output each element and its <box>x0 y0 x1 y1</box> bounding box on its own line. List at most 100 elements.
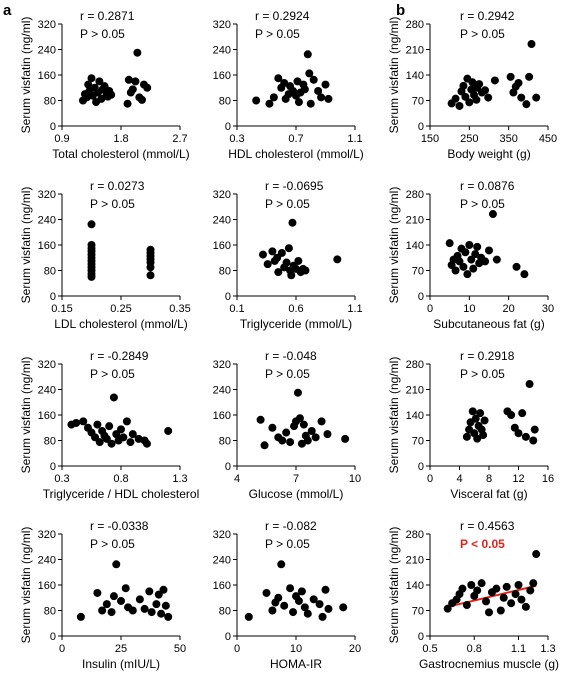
data-point <box>527 40 536 49</box>
y-tick-label: 160 <box>38 580 56 592</box>
x-tick-label: 4 <box>234 473 240 485</box>
data-point <box>472 95 481 104</box>
x-tick-label: 250 <box>460 133 478 145</box>
data-point <box>492 584 501 593</box>
y-axis-label: Serum visfatin (ng/ml) <box>387 357 401 474</box>
data-point <box>124 75 133 84</box>
x-axis-label: Glucose (mmol/L) <box>249 487 344 501</box>
y-tick-label: 140 <box>406 580 424 592</box>
data-point <box>502 582 511 591</box>
y-tick-label: 0 <box>50 291 56 303</box>
x-tick-label: 0.5 <box>422 643 437 655</box>
data-point <box>286 438 295 447</box>
data-point <box>93 588 102 597</box>
y-tick-label: 240 <box>213 215 231 227</box>
x-tick-label: 4 <box>456 473 462 485</box>
y-tick-label: 0 <box>225 631 231 643</box>
y-tick-label: 80 <box>44 436 56 448</box>
data-point <box>476 409 485 418</box>
p-value: P > 0.05 <box>460 27 505 41</box>
data-point <box>451 94 460 103</box>
data-point <box>263 260 272 269</box>
data-point <box>488 210 497 219</box>
scatter-chart-6: 0 70 140 210 280 0 10 20 30 Subcutaneous fat (g) S… <box>387 179 554 331</box>
data-point <box>107 608 116 617</box>
data-point <box>109 592 118 601</box>
y-tick-label: 70 <box>412 96 424 108</box>
x-tick-label: 0 <box>427 473 433 485</box>
x-tick-label: 0.6 <box>288 303 303 315</box>
x-tick-label: 0.8 <box>113 473 128 485</box>
y-tick-label: 160 <box>213 580 231 592</box>
x-tick-label: 1.1 <box>511 643 526 655</box>
y-tick-label: 0 <box>50 461 56 473</box>
data-point <box>278 436 287 445</box>
data-point <box>482 597 491 606</box>
data-point <box>517 93 526 102</box>
scatter-chart-8: 0 80 160 240 320 4 7 10 Glucose (mmol/L) r = -0.0… <box>213 349 361 501</box>
correlation-r: r = 0.0876 <box>460 179 515 193</box>
y-tick-label: 0 <box>225 291 231 303</box>
data-point <box>499 593 508 602</box>
y-tick-label: 240 <box>213 45 231 57</box>
data-point <box>107 439 116 448</box>
y-tick-label: 0 <box>225 461 231 473</box>
data-point <box>280 78 289 87</box>
x-tick-label: 0 <box>59 643 65 655</box>
y-tick-label: 320 <box>38 359 56 371</box>
data-point <box>465 98 474 107</box>
data-point <box>258 250 267 259</box>
data-point <box>465 241 474 249</box>
data-point <box>529 579 538 588</box>
data-point <box>303 436 312 445</box>
data-point <box>514 79 523 88</box>
data-point <box>123 99 132 108</box>
y-tick-label: 210 <box>406 215 424 227</box>
data-point <box>297 439 306 448</box>
y-tick-label: 0 <box>225 121 231 133</box>
scatter-chart-12: 0 70 140 210 280 0.5 0.8 1.1 1.3 Gastrocnemius mu… <box>387 519 559 671</box>
y-tick-label: 320 <box>38 529 56 541</box>
data-point <box>473 242 482 251</box>
y-axis-label: Serum visfatin (ng/ml) <box>387 17 401 134</box>
data-point <box>471 250 480 259</box>
data-point <box>303 609 312 618</box>
y-tick-label: 160 <box>213 410 231 422</box>
data-point <box>496 606 505 615</box>
x-tick-label: 0.3 <box>229 133 244 145</box>
y-tick-label: 240 <box>38 555 56 567</box>
data-point <box>288 218 297 227</box>
data-point <box>301 266 310 275</box>
data-point <box>244 612 253 621</box>
data-point <box>157 609 166 618</box>
y-tick-label: 210 <box>406 555 424 567</box>
data-point <box>131 77 140 86</box>
x-axis-label: HDL cholesterol (mmol/L) <box>228 147 364 161</box>
data-point <box>95 438 104 447</box>
y-axis-label: Serum visfatin (ng/ml) <box>19 357 33 474</box>
data-point <box>475 80 484 89</box>
x-tick-label: 0.7 <box>288 133 303 145</box>
data-point <box>512 262 521 271</box>
x-tick-label: 0 <box>427 303 433 315</box>
x-tick-label: 350 <box>499 133 517 145</box>
data-point <box>282 428 291 437</box>
correlation-r: r = -0.082 <box>265 519 317 533</box>
data-point <box>532 550 541 559</box>
x-tick-label: 450 <box>539 133 557 145</box>
data-point <box>269 93 278 102</box>
data-point <box>521 602 530 611</box>
x-tick-label: 0 <box>234 643 240 655</box>
data-point <box>485 246 493 255</box>
data-point <box>147 608 156 617</box>
data-point <box>294 256 303 265</box>
data-point <box>260 441 269 450</box>
data-point <box>262 588 271 597</box>
data-point <box>339 603 348 612</box>
data-point <box>526 586 535 595</box>
y-tick-label: 0 <box>418 121 424 133</box>
data-point <box>93 420 102 429</box>
data-point <box>146 245 155 254</box>
data-point <box>102 600 111 609</box>
x-tick-label: 12 <box>512 473 524 485</box>
